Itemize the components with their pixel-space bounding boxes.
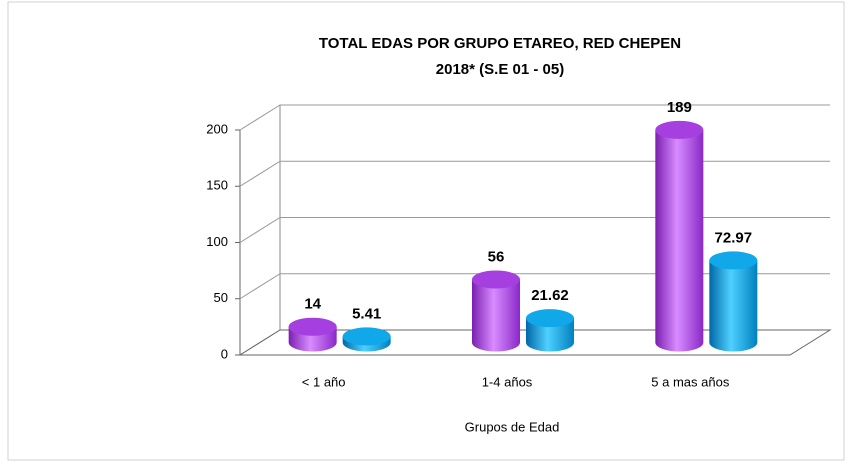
data-label: 14 (304, 296, 321, 313)
chart-title: 2018* (S.E 01 - 05) (436, 61, 564, 78)
cylinder-top (472, 270, 520, 289)
data-label: 189 (667, 99, 692, 116)
y-tick-label: 50 (214, 290, 228, 305)
cylinder-body (709, 260, 758, 352)
cylinder-top (655, 120, 704, 139)
data-label: 72.97 (715, 229, 753, 246)
grid-line (239, 273, 830, 300)
data-label: 56 (488, 248, 505, 265)
y-tick-label: 200 (206, 121, 228, 136)
cylinder-top (709, 251, 758, 270)
x-tick-label: 1-4 años (482, 374, 533, 389)
cylinder-body (526, 318, 574, 352)
chart-frame (7, 1, 845, 461)
grid-line (239, 217, 830, 243)
cylinder-body (655, 129, 704, 352)
cylinder (655, 120, 704, 352)
cylinder-top (526, 309, 574, 328)
chart-title: TOTAL EDAS POR GRUPO ETAREO, RED CHEPEN (319, 35, 681, 52)
cylinder-body (472, 279, 520, 352)
y-tick-label: 100 (206, 234, 228, 249)
cylinder-top (288, 317, 337, 336)
cylinder (526, 309, 574, 352)
cylinder (342, 327, 391, 352)
y-tick-label: 0 (221, 346, 228, 361)
y-tick-label: 150 (206, 178, 228, 193)
data-label: 21.62 (531, 287, 569, 304)
cylinder (288, 317, 337, 352)
cylinder (472, 270, 520, 352)
grid-line (239, 160, 830, 187)
grid-line (239, 104, 830, 131)
cylinder-top (342, 327, 391, 346)
x-axis-label: Grupos de Edad (465, 419, 560, 434)
x-tick-label: 5 a mas años (651, 374, 730, 389)
x-tick-label: < 1 año (302, 374, 346, 389)
data-label: 5.41 (352, 305, 381, 322)
cylinder (709, 251, 758, 352)
